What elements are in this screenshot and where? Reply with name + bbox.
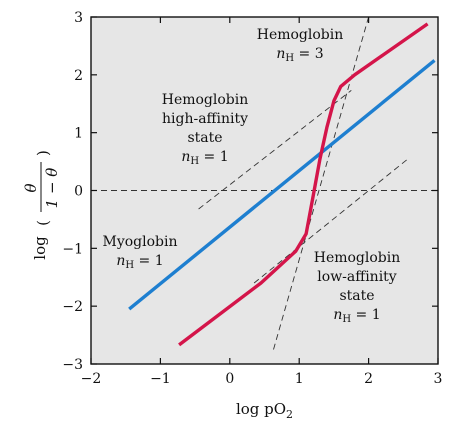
y-tick-label: −3 <box>62 357 83 373</box>
y-tick-label: −2 <box>62 299 83 315</box>
axis-titles: log pO2 log ( θ 1 − θ) <box>22 150 293 421</box>
x-tick-label: 2 <box>364 371 373 387</box>
y-axis-title-log: log <box>31 236 49 260</box>
annotation-line: state <box>339 288 374 304</box>
reference-line-high-affinity <box>198 90 352 210</box>
annotations: Hemoglobin nH = 3 Hemoglobin high-affinity s… <box>103 27 401 325</box>
y-tick-label: −1 <box>62 241 83 257</box>
x-tick-label: −1 <box>150 371 171 387</box>
annotation-line: high-affinity <box>162 111 248 127</box>
annotation-line: Hemoglobin <box>162 92 249 108</box>
annotation-myo: Myoglobin nH = 1 <box>103 234 178 271</box>
x-tick-label: 1 <box>295 371 304 387</box>
y-tick-label: 1 <box>74 126 83 142</box>
y-tick-label: 3 <box>74 10 83 26</box>
x-tick-label: 3 <box>434 371 443 387</box>
annotation-line: nH = 3 <box>276 46 323 64</box>
y-axis-title-numerator: θ <box>22 183 40 192</box>
y-axis-title-paren-right: ) <box>34 150 52 156</box>
annotation-line: nH = 1 <box>333 307 380 325</box>
x-axis-title: log pO2 <box>236 400 293 421</box>
series-lines <box>128 22 436 347</box>
annotation-high: Hemoglobin high-affinity state nH = 1 <box>162 92 249 167</box>
annotation-line: Myoglobin <box>103 234 178 250</box>
annotation-line: low-affinity <box>317 269 397 285</box>
reference-line-low-affinity <box>253 159 408 284</box>
x-tick-label: 0 <box>225 371 234 387</box>
reference-line-nh3 <box>273 16 370 350</box>
y-axis-title-denominator: 1 − θ <box>43 168 61 209</box>
annotation-low: Hemoglobin low-affinity state nH = 1 <box>314 250 401 325</box>
reference-lines <box>91 16 438 350</box>
annotation-line: Hemoglobin <box>257 27 344 43</box>
annotation-line: state <box>187 130 222 146</box>
y-tick-label: 0 <box>74 184 83 200</box>
annotation-line: Hemoglobin <box>314 250 401 266</box>
series-line-myoglobin <box>128 59 436 311</box>
y-axis-title-paren-left: ( <box>34 220 52 226</box>
y-axis-title: log ( θ 1 − θ) <box>22 150 61 260</box>
series-line-hemoglobin <box>178 22 429 347</box>
annotation-line: nH = 1 <box>116 253 163 271</box>
x-tick-label: −2 <box>81 371 102 387</box>
annotation-line: nH = 1 <box>181 149 228 167</box>
y-tick-label: 2 <box>74 68 83 84</box>
annotation-hb: Hemoglobin nH = 3 <box>257 27 344 64</box>
